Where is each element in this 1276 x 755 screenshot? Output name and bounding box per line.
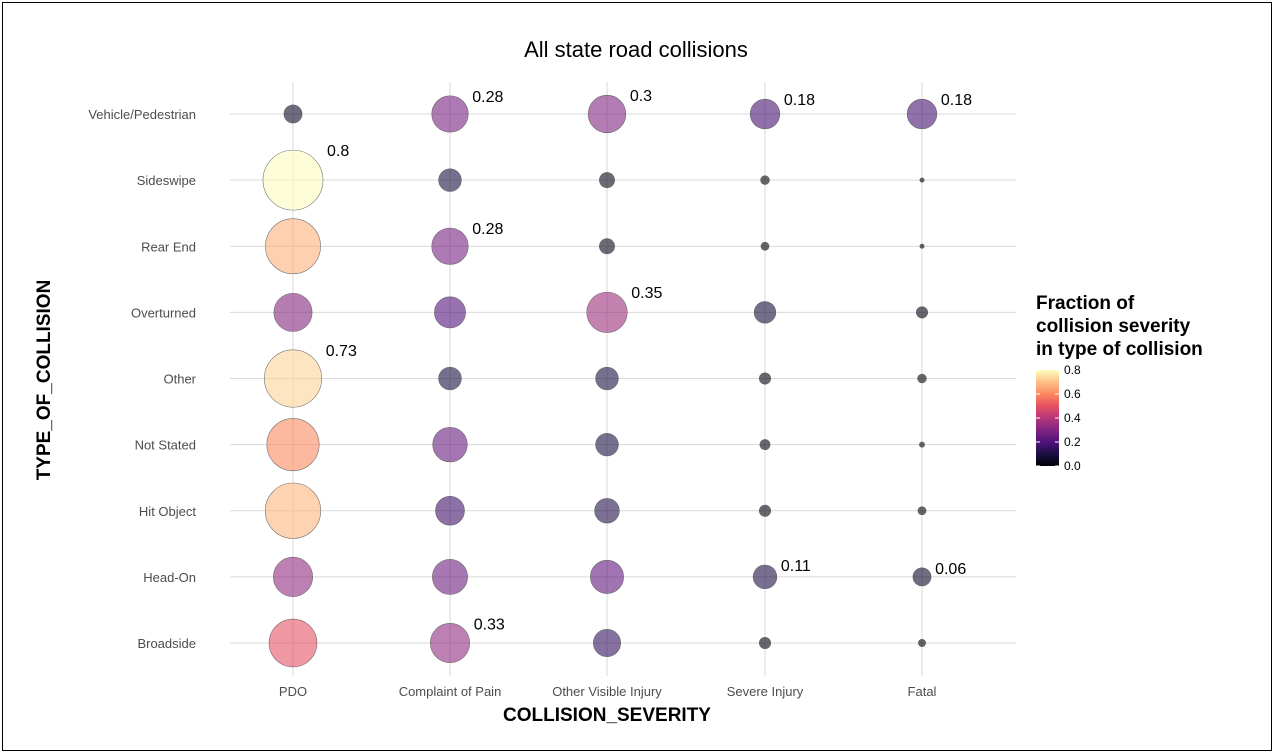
bubble-head-on-severe-injury xyxy=(752,564,778,590)
bubble-not-stated-complaint-of-pain xyxy=(432,427,468,463)
bubble-broadside-other-visible-injury xyxy=(593,629,621,657)
bubble-not-stated-severe-injury xyxy=(759,439,771,451)
data-label-rear-end-complaint-of-pain: 0.28 xyxy=(472,221,503,238)
bubbles xyxy=(262,94,938,668)
bubble-rear-end-complaint-of-pain xyxy=(431,227,469,265)
bubble-not-stated-other-visible-injury xyxy=(595,432,619,457)
bubble-sideswipe-severe-injury xyxy=(760,175,770,185)
bubble-sideswipe-fatal xyxy=(919,177,925,183)
data-label-vehicle-pedestrian-severe-injury: 0.18 xyxy=(784,92,815,109)
bubble-head-on-pdo xyxy=(272,556,313,597)
bubble-hit-object-severe-injury xyxy=(758,504,772,517)
bubble-rear-end-severe-injury xyxy=(760,241,770,251)
x-tick-severe-injury: Severe Injury xyxy=(727,684,804,699)
bubble-rear-end-fatal xyxy=(919,243,925,249)
y-tick-labels: Broadside Head-On Hit Object Not Stated Othe… xyxy=(88,107,196,651)
x-tick-fatal: Fatal xyxy=(908,684,937,699)
data-label-sideswipe-pdo: 0.8 xyxy=(327,143,349,160)
bubble-head-on-complaint-of-pain xyxy=(432,558,468,595)
bubble-broadside-fatal xyxy=(918,639,926,647)
y-tick-overturned: Overturned xyxy=(131,305,196,320)
legend-title-line: in type of collision xyxy=(1036,339,1203,360)
x-tick-other-visible-injury: Other Visible Injury xyxy=(552,684,662,699)
bubble-hit-object-complaint-of-pain xyxy=(435,495,465,526)
legend-ticks: 0.0 0.2 0.4 0.6 0.8 xyxy=(1036,363,1081,473)
y-axis-title: TYPE_OF_COLLISION xyxy=(34,280,55,481)
bubble-other-fatal xyxy=(917,373,927,384)
bubble-overturned-fatal xyxy=(915,306,929,319)
bubble-not-stated-pdo xyxy=(266,418,320,472)
bubble-vehicle-pedestrian-severe-injury xyxy=(749,98,781,130)
y-tick-sideswipe: Sideswipe xyxy=(137,173,196,188)
bubble-other-severe-injury xyxy=(758,372,772,385)
data-label-vehicle-pedestrian-fatal: 0.18 xyxy=(941,92,972,109)
bubble-not-stated-fatal xyxy=(919,441,925,448)
bubble-vehicle-pedestrian-other-visible-injury xyxy=(587,94,627,134)
x-tick-complaint-of-pain: Complaint of Pain xyxy=(399,684,502,699)
legend-title-line: Fraction of xyxy=(1036,293,1135,314)
y-tick-not-stated: Not Stated xyxy=(135,438,196,453)
bubble-hit-object-other-visible-injury xyxy=(594,498,620,524)
bubble-sideswipe-other-visible-injury xyxy=(599,172,615,189)
bubble-head-on-other-visible-injury xyxy=(590,559,624,594)
bubble-hit-object-pdo xyxy=(264,482,322,539)
x-tick-pdo: PDO xyxy=(279,684,307,699)
data-label-other-pdo: 0.73 xyxy=(326,343,357,360)
data-label-head-on-severe-injury: 0.11 xyxy=(781,558,811,575)
data-label-head-on-fatal: 0.06 xyxy=(935,561,966,578)
bubble-overturned-severe-injury xyxy=(753,301,777,324)
bubble-broadside-severe-injury xyxy=(758,636,772,650)
legend-tick-label: 0.0 xyxy=(1064,459,1081,473)
bubble-hit-object-fatal xyxy=(917,506,927,516)
y-tick-broadside: Broadside xyxy=(137,636,196,651)
bubble-vehicle-pedestrian-fatal xyxy=(906,98,938,130)
bubble-other-pdo xyxy=(263,349,323,408)
bubble-rear-end-other-visible-injury xyxy=(599,238,615,255)
legend-colorbar xyxy=(1036,370,1059,466)
legend-tick-label: 0.6 xyxy=(1064,387,1081,401)
bubble-sideswipe-complaint-of-pain xyxy=(438,168,462,192)
data-label-vehicle-pedestrian-complaint-of-pain: 0.28 xyxy=(472,89,503,106)
data-label-overturned-other-visible-injury: 0.35 xyxy=(631,285,662,302)
data-labels: 0.28 0.3 0.18 0.18 0.8 0.28 0.35 0.73 0.11 0.06 0.… xyxy=(326,88,972,633)
bubble-overturned-other-visible-injury xyxy=(586,291,628,333)
bubble-other-complaint-of-pain xyxy=(438,366,462,391)
bubble-vehicle-pedestrian-pdo xyxy=(283,104,303,124)
legend-tick-label: 0.2 xyxy=(1064,435,1081,449)
bubble-sideswipe-pdo xyxy=(262,149,324,211)
bubble-head-on-fatal xyxy=(912,567,932,587)
y-tick-head-on: Head-On xyxy=(143,570,196,585)
bubble-other-other-visible-injury xyxy=(595,366,619,391)
data-label-vehicle-pedestrian-other-visible-injury: 0.3 xyxy=(630,88,652,105)
bubble-overturned-pdo xyxy=(273,292,313,332)
bubble-overturned-complaint-of-pain xyxy=(434,296,466,329)
y-tick-vehicle-pedestrian: Vehicle/Pedestrian xyxy=(88,107,196,122)
y-tick-hit-object: Hit Object xyxy=(139,504,196,519)
y-tick-rear-end: Rear End xyxy=(141,239,196,254)
legend-tick-label: 0.4 xyxy=(1064,411,1081,425)
x-tick-labels: PDO Complaint of Pain Other Visible Injury… xyxy=(279,684,937,699)
y-tick-other: Other xyxy=(163,372,196,387)
bubble-broadside-complaint-of-pain xyxy=(429,622,470,663)
legend-tick-label: 0.8 xyxy=(1064,363,1081,377)
bubble-rear-end-pdo xyxy=(265,218,321,275)
x-axis-title: COLLISION_SEVERITY xyxy=(503,705,711,726)
grid-lines xyxy=(230,82,1016,676)
legend-title-line: collision severity xyxy=(1036,316,1191,337)
chart-title: All state road collisions xyxy=(524,37,748,62)
data-label-broadside-complaint-of-pain: 0.33 xyxy=(474,616,505,633)
bubble-vehicle-pedestrian-complaint-of-pain xyxy=(431,95,469,133)
bubble-broadside-pdo xyxy=(268,618,318,668)
